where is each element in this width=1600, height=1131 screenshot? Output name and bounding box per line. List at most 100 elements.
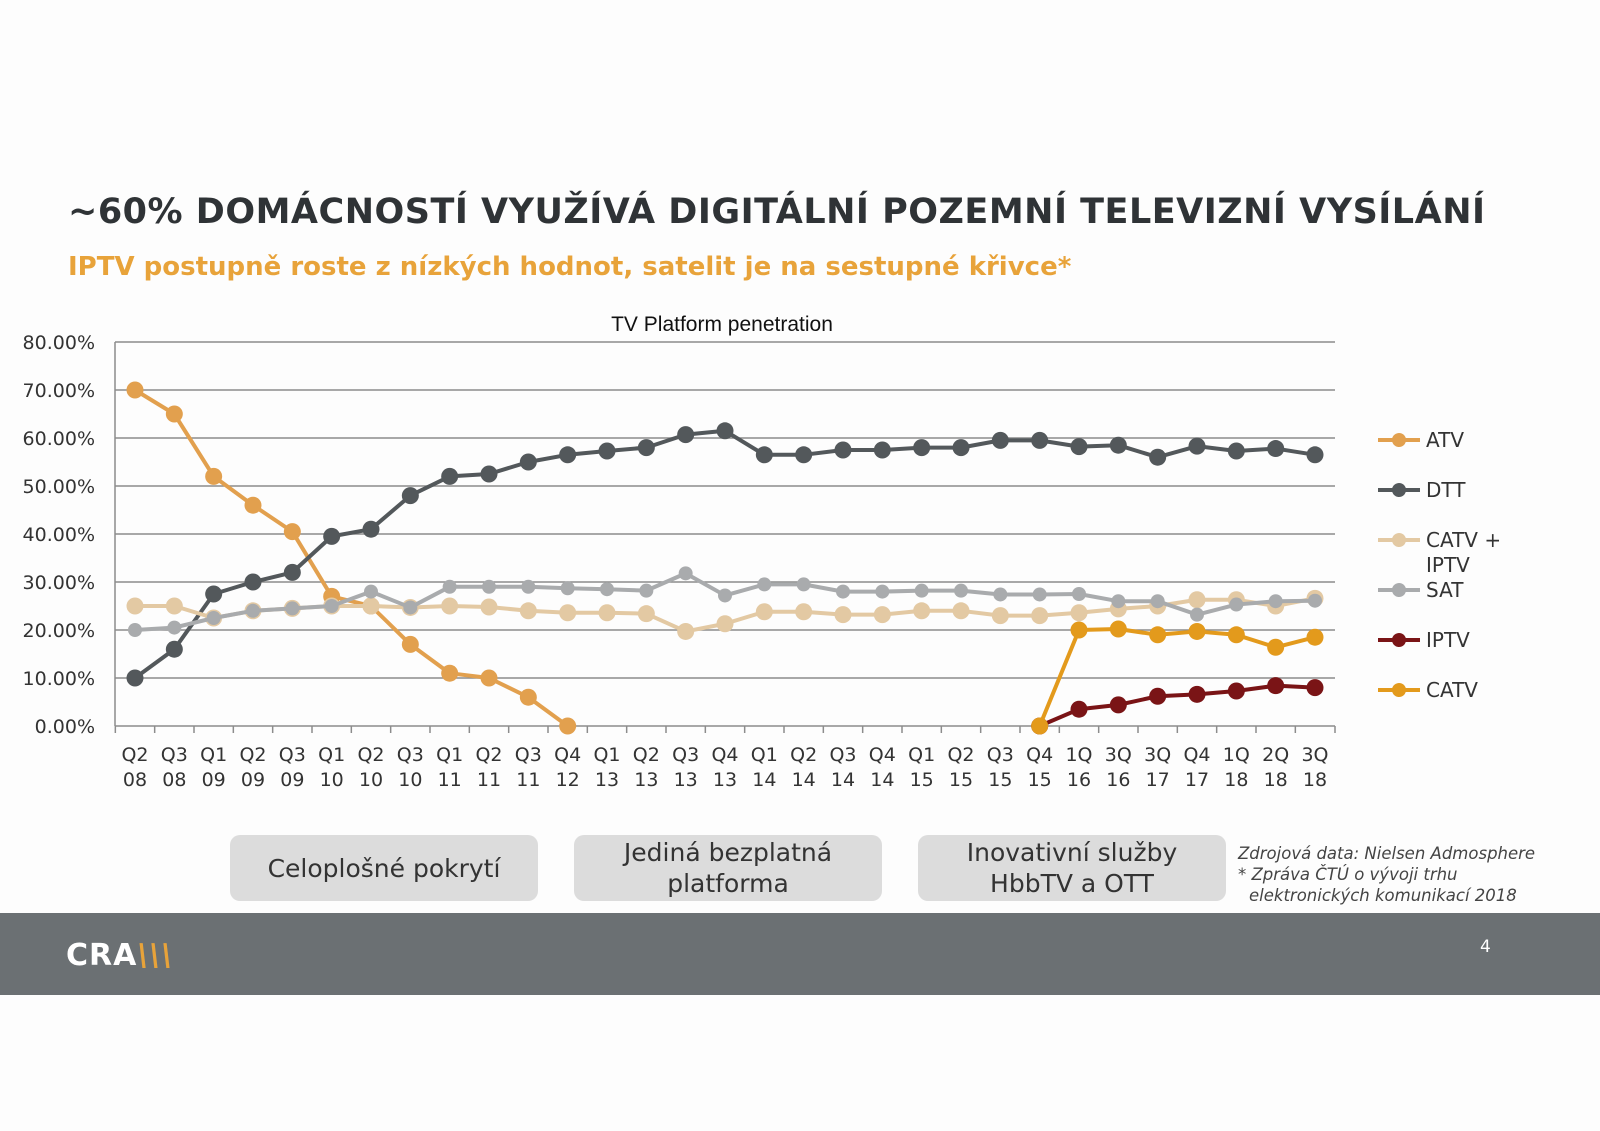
- x-tick-label: Q2 15: [947, 744, 974, 791]
- x-tick-label: Q4 14: [869, 744, 896, 791]
- y-tick-label: 0.00%: [35, 716, 95, 738]
- data-point-dtt: [913, 439, 931, 457]
- data-point-atv: [283, 523, 301, 541]
- data-point-iptv: [1188, 685, 1206, 703]
- data-point-sat: [1229, 597, 1244, 612]
- x-tick-label: Q3 13: [672, 744, 699, 791]
- x-tick-label: Q3 11: [515, 744, 542, 791]
- data-point-catv-iptv: [834, 606, 852, 624]
- data-point-dtt: [1070, 438, 1088, 456]
- legend-marker-sat: [1392, 583, 1406, 597]
- legend-label: IPTV: [1426, 628, 1470, 652]
- y-tick-label: 60.00%: [23, 428, 95, 450]
- y-tick-label: 50.00%: [23, 476, 95, 498]
- footer-bar: CRA\\\ 4: [0, 913, 1600, 995]
- data-point-sat: [993, 587, 1008, 602]
- data-point-catv: [1031, 717, 1049, 735]
- x-tick-label: Q3 09: [279, 744, 306, 791]
- data-point-dtt: [441, 467, 459, 485]
- x-tick-label: 3Q 17: [1144, 744, 1171, 791]
- data-point-catv-iptv: [441, 597, 459, 615]
- data-point-sat: [1111, 594, 1126, 609]
- data-point-dtt: [205, 585, 223, 603]
- legend-marker-iptv: [1392, 633, 1406, 647]
- data-point-dtt: [480, 465, 498, 483]
- data-point-dtt: [244, 573, 262, 591]
- x-tick-label: Q1 14: [751, 744, 778, 791]
- data-point-sat: [246, 603, 260, 618]
- data-point-catv: [1149, 626, 1167, 644]
- data-point-dtt: [598, 442, 616, 460]
- pill-innovative-services: Inovativní služby HbbTV a OTT: [918, 835, 1226, 901]
- y-tick-label: 10.00%: [23, 668, 95, 690]
- data-point-catv-iptv: [1188, 591, 1206, 609]
- data-point-catv-iptv: [755, 603, 773, 621]
- data-point-dtt: [559, 446, 577, 464]
- data-point-dtt: [283, 563, 301, 581]
- data-point-dtt: [952, 439, 970, 457]
- x-tick-label: 2Q 18: [1262, 744, 1289, 791]
- data-point-catv-iptv: [480, 598, 498, 616]
- legend-marker-catv-iptv: [1392, 533, 1406, 547]
- chart-title: TV Platform penetration: [611, 313, 833, 336]
- pill-coverage: Celoplošné pokrytí: [230, 835, 538, 901]
- legend-label: CATV: [1426, 678, 1478, 702]
- data-point-sat: [1308, 593, 1322, 608]
- data-point-sat: [442, 579, 457, 594]
- data-point-sat: [128, 623, 142, 637]
- y-tick-label: 30.00%: [23, 572, 95, 594]
- legend-marker-dtt: [1392, 483, 1406, 497]
- data-point-catv: [1306, 628, 1324, 646]
- data-point-sat: [600, 582, 614, 597]
- page-title: ~60% DOMÁCNOSTÍ VYUŽÍVÁ DIGITÁLNÍ POZEMN…: [68, 192, 1486, 232]
- data-point-dtt: [126, 669, 144, 687]
- data-point-atv: [401, 635, 419, 653]
- data-point-sat: [1072, 587, 1086, 601]
- x-tick-label: Q3 08: [161, 744, 188, 791]
- data-point-sat: [639, 583, 654, 598]
- data-point-atv: [244, 496, 262, 514]
- x-tick-label: Q3 14: [829, 744, 856, 791]
- page-number: 4: [1480, 937, 1491, 957]
- data-point-sat: [678, 566, 693, 581]
- legend-marker-atv: [1392, 433, 1406, 447]
- data-point-catv-iptv: [1070, 604, 1088, 622]
- data-point-dtt: [677, 426, 695, 444]
- data-point-dtt: [401, 487, 419, 505]
- data-point-dtt: [362, 520, 380, 538]
- data-point-iptv: [1306, 679, 1324, 697]
- data-point-atv: [519, 688, 537, 706]
- data-point-sat: [285, 601, 300, 616]
- data-point-catv-iptv: [1031, 607, 1049, 625]
- x-tick-label: Q1 15: [908, 744, 935, 791]
- data-point-sat: [521, 579, 536, 594]
- series-line-dtt: [133, 428, 1316, 680]
- data-point-sat: [403, 600, 418, 615]
- data-point-catv: [1227, 626, 1245, 644]
- x-tick-label: Q4 13: [711, 744, 738, 791]
- data-point-catv-iptv: [126, 597, 144, 615]
- source-note: Zdrojová data: Nielsen Admosphere * Zprá…: [1238, 843, 1535, 906]
- data-point-dtt: [1227, 442, 1245, 460]
- data-point-sat: [560, 581, 575, 596]
- data-point-catv-iptv: [795, 603, 813, 621]
- source-line: elektronických komunikací 2018: [1249, 886, 1517, 905]
- data-point-catv-iptv: [165, 597, 183, 615]
- data-point-atv: [559, 717, 577, 735]
- legend-label: CATV + IPTV: [1426, 528, 1501, 577]
- data-point-catv-iptv: [598, 604, 616, 622]
- data-point-sat: [324, 599, 339, 613]
- data-point-iptv: [1109, 696, 1127, 714]
- data-point-catv-iptv: [559, 604, 577, 622]
- data-point-catv-iptv: [873, 606, 891, 624]
- series-line-atv: [133, 388, 569, 728]
- data-point-catv: [1267, 638, 1285, 656]
- data-point-dtt: [1188, 437, 1206, 455]
- data-point-atv: [480, 669, 498, 687]
- x-tick-label: Q1 11: [436, 744, 463, 791]
- data-point-atv: [441, 664, 459, 682]
- x-tick-label: Q1 13: [593, 744, 620, 791]
- legend-label: DTT: [1426, 478, 1466, 502]
- x-tick-label: Q4 15: [1026, 744, 1053, 791]
- x-tick-label: Q2 09: [239, 744, 266, 791]
